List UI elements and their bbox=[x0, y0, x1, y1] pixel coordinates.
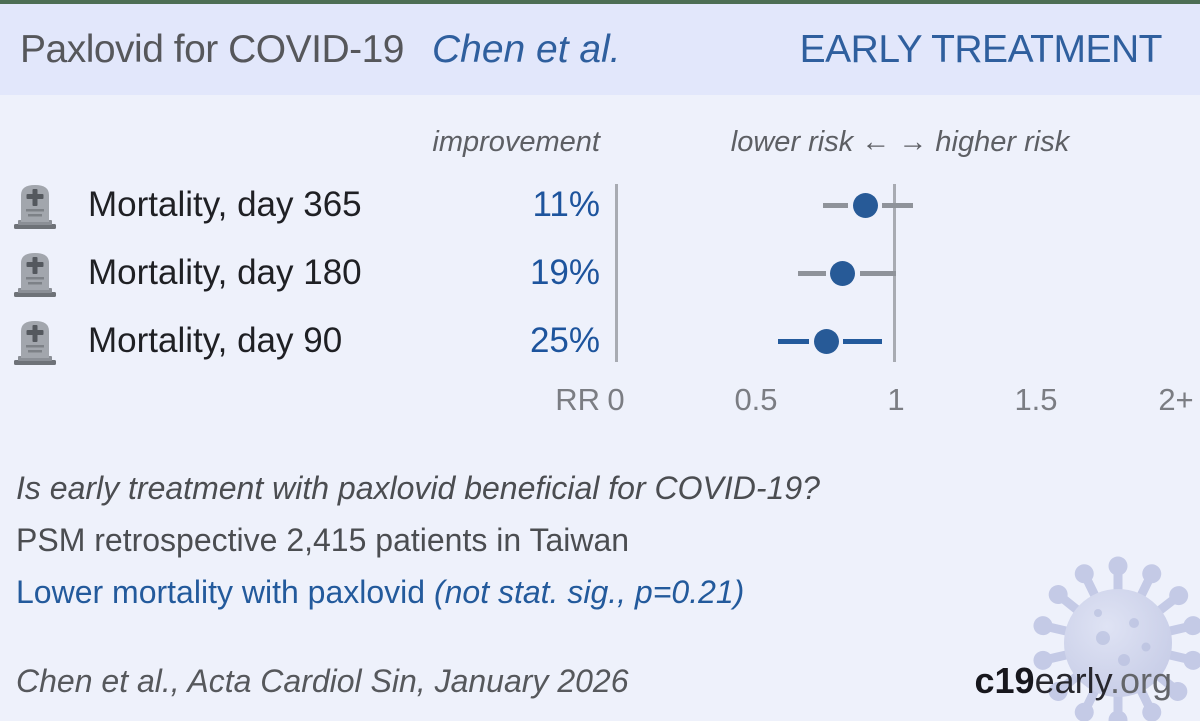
ci-whisker bbox=[859, 271, 896, 276]
rr-axis-label: RR bbox=[555, 382, 600, 417]
study-question: Is early treatment with paxlovid benefic… bbox=[16, 470, 820, 506]
outcome-label: Mortality, day 90 bbox=[88, 321, 343, 360]
axis-tick-1.5: 1.5 bbox=[1014, 382, 1058, 417]
improvement-value: 11% bbox=[532, 185, 600, 224]
axis-tick-0.5: 0.5 bbox=[734, 382, 778, 417]
header-band: Paxlovid for COVID-19 Chen et al. EARLY … bbox=[0, 4, 1200, 95]
top-accent-bar bbox=[0, 0, 1200, 4]
improvement-value: 25% bbox=[529, 321, 600, 360]
tombstone-icon bbox=[12, 180, 58, 230]
axis-tick-2+: 2+ bbox=[1158, 382, 1194, 417]
forest-point bbox=[813, 328, 839, 354]
forest-point bbox=[852, 192, 878, 218]
axis-zero-line bbox=[615, 184, 618, 362]
treatment-stage-label: EARLY TREATMENT bbox=[799, 27, 1163, 71]
coronavirus-icon bbox=[1031, 556, 1200, 721]
site-logo: c19early.org bbox=[975, 660, 1172, 702]
finding-text: Lower mortality with paxlovid bbox=[16, 574, 434, 610]
ci-whisker bbox=[843, 339, 882, 344]
page-title: Paxlovid for COVID-19 bbox=[20, 27, 404, 71]
ci-whisker bbox=[882, 203, 913, 208]
axis-tick-1: 1 bbox=[887, 382, 905, 417]
citation: Chen et al., Acta Cardiol Sin, January 2… bbox=[16, 663, 629, 699]
study-author: Chen et al. bbox=[431, 27, 621, 71]
improvement-value: 19% bbox=[529, 253, 600, 292]
risk-direction-header: lower risk ← → higher risk bbox=[730, 126, 1070, 158]
tombstone-icon bbox=[12, 316, 58, 366]
ci-whisker bbox=[823, 203, 849, 208]
study-finding: Lower mortality with paxlovid (not stat.… bbox=[16, 574, 744, 611]
ci-whisker bbox=[798, 271, 826, 276]
outcome-label: Mortality, day 180 bbox=[88, 253, 362, 292]
axis-tick-0: 0 bbox=[607, 382, 625, 417]
ci-whisker bbox=[778, 339, 809, 344]
study-design: PSM retrospective 2,415 patients in Taiw… bbox=[16, 522, 630, 558]
outcome-label: Mortality, day 365 bbox=[88, 185, 362, 224]
improvement-column-header: improvement bbox=[432, 126, 600, 158]
forest-point bbox=[830, 260, 856, 286]
logo-c19: c19 bbox=[974, 660, 1035, 701]
logo-early: early bbox=[1034, 660, 1110, 701]
logo-org: .org bbox=[1109, 660, 1172, 701]
tombstone-icon bbox=[12, 248, 58, 298]
finding-significance-note: (not stat. sig., p=0.21) bbox=[433, 574, 745, 610]
